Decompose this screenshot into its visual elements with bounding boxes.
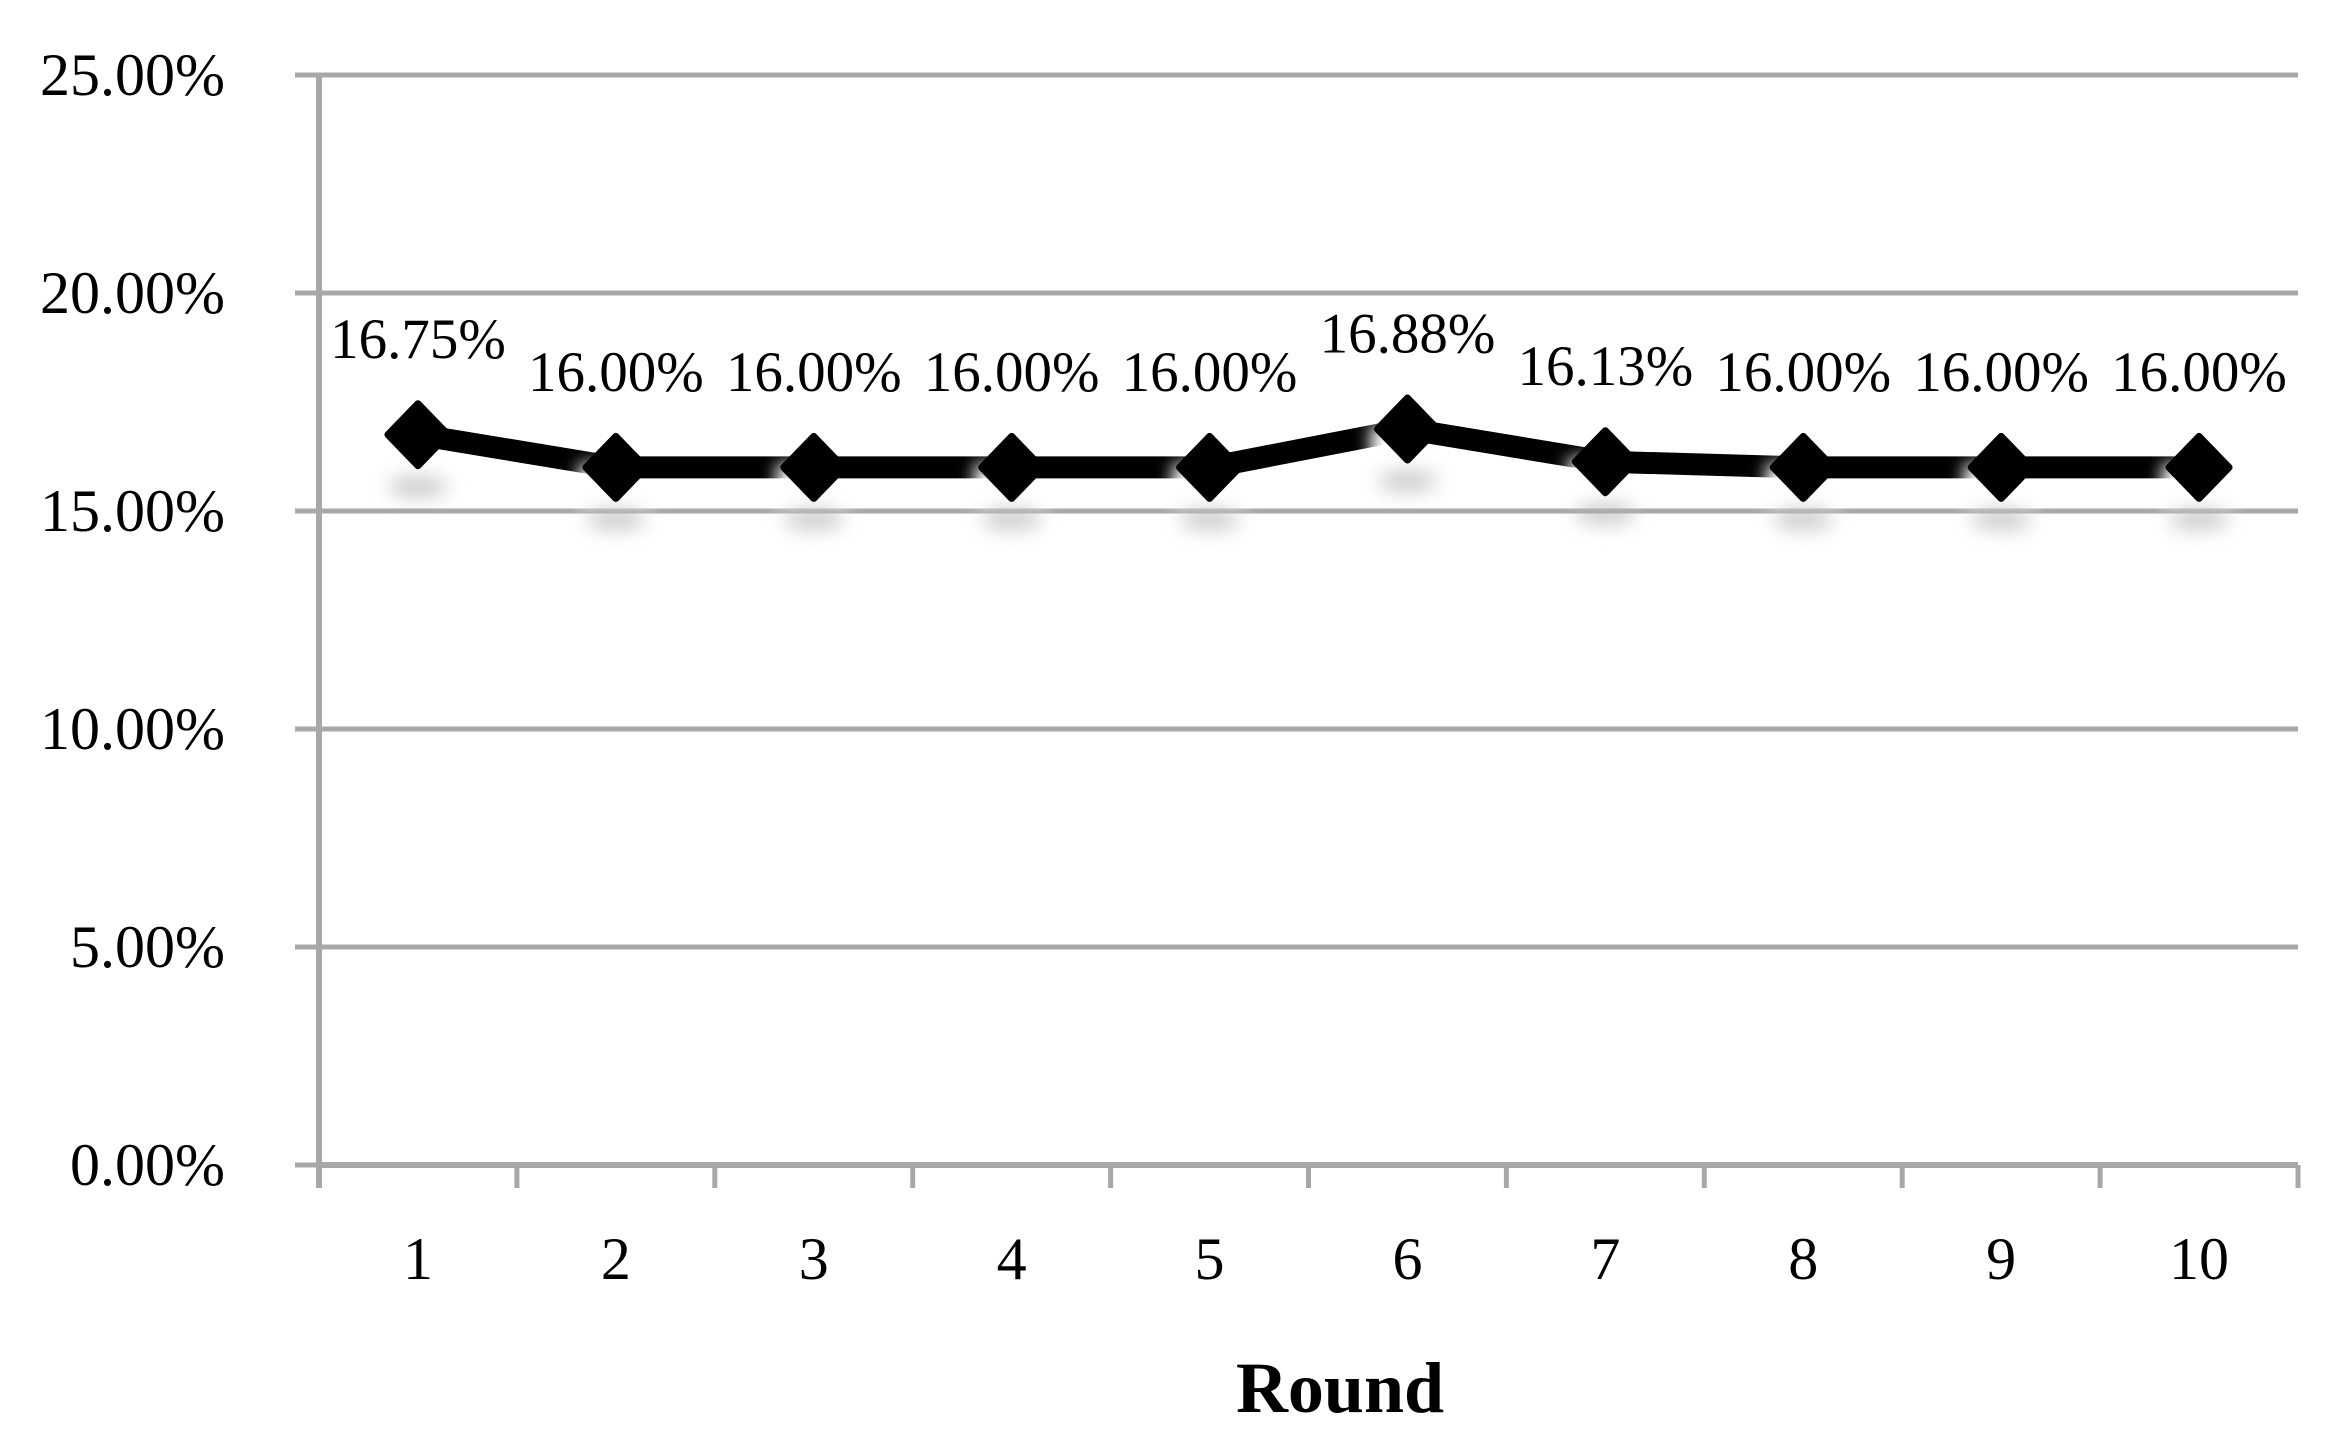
marker-shadow [585, 507, 646, 532]
series-segment [416, 423, 618, 479]
y-tick-label: 20.00% [40, 260, 225, 326]
x-tick-label: 9 [1986, 1226, 2016, 1292]
series-layer [380, 394, 2237, 532]
y-tick-label: 5.00% [70, 914, 225, 980]
x-tick-label: 10 [2169, 1226, 2229, 1292]
y-tick-label: 25.00% [40, 42, 225, 108]
x-tick-label: 2 [601, 1226, 631, 1292]
data-label: 16.00% [726, 341, 902, 404]
data-label: 16.00% [528, 341, 704, 404]
data-label: 16.00% [1715, 341, 1891, 404]
marker-shadow [1971, 507, 2032, 532]
data-label: 16.00% [1122, 341, 1298, 404]
marker-shadow [783, 507, 844, 532]
x-tick-label: 8 [1788, 1226, 1818, 1292]
y-tick-label: 0.00% [70, 1132, 225, 1198]
marker-shadow [1179, 507, 1240, 532]
x-axis-title: Round [1235, 1348, 1445, 1428]
x-tick-label: 4 [997, 1226, 1027, 1292]
data-label: 16.00% [2111, 341, 2287, 404]
data-label: 16.88% [1320, 303, 1496, 366]
marker-shadow [1773, 507, 1834, 532]
data-label: 16.13% [1517, 335, 1693, 398]
marker-shadow [1575, 501, 1636, 526]
data-label: 16.00% [1913, 341, 2089, 404]
diamond-marker [2165, 432, 2233, 502]
data-label: 16.75% [330, 308, 506, 371]
marker-shadow [981, 507, 1042, 532]
marker-shadow [387, 474, 448, 499]
grid-layer [295, 72, 2301, 1188]
x-tick-label: 3 [799, 1226, 829, 1292]
data-label: 16.00% [924, 341, 1100, 404]
x-tick-label: 6 [1392, 1226, 1422, 1292]
label-layer: 0.00% 5.00% 10.00% 15.00% 20.00% 25.00% 1 2 3 4 5 6… [40, 42, 2287, 1292]
marker-shadow [2169, 507, 2230, 532]
y-tick-label: 10.00% [40, 696, 225, 762]
x-tick-label: 7 [1590, 1226, 1620, 1292]
marker-shadow [1377, 469, 1438, 494]
series-segment [1405, 418, 1608, 473]
x-tick-label: 1 [403, 1226, 433, 1292]
y-tick-label: 15.00% [40, 478, 225, 544]
x-tick-label: 5 [1195, 1226, 1225, 1292]
